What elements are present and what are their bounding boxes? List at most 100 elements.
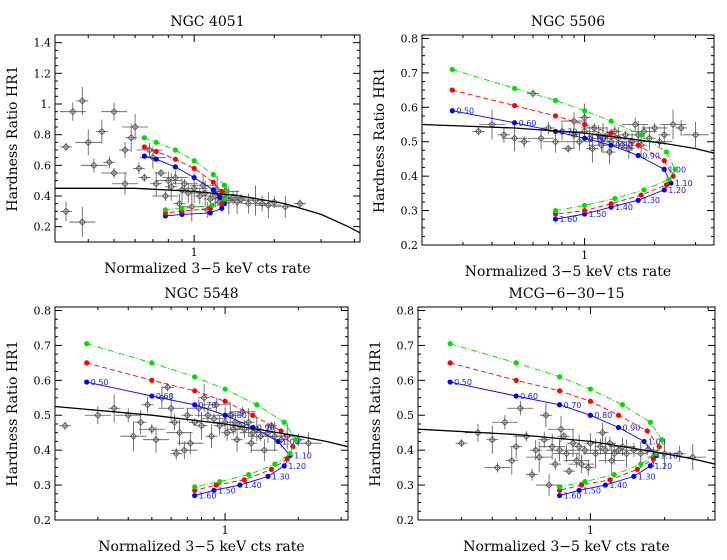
model-point-red xyxy=(210,179,216,185)
model-point-green xyxy=(619,402,626,408)
model-point-blue xyxy=(191,175,197,181)
data-point xyxy=(601,446,610,454)
model-point-red xyxy=(141,144,147,150)
model-point-red xyxy=(578,482,585,488)
model-point-label: 0.60 xyxy=(156,392,174,401)
model-point-red xyxy=(449,87,455,93)
data-point xyxy=(204,411,212,419)
data-point xyxy=(628,138,636,146)
y-tick-label: 0.7 xyxy=(34,339,52,352)
model-point-green xyxy=(293,437,299,443)
model-point-green xyxy=(608,118,614,124)
model-point-blue xyxy=(275,438,281,445)
y-axis-label: Hardness Ratio HR1 xyxy=(372,67,388,213)
model-point-red xyxy=(241,477,247,483)
data-point xyxy=(564,144,572,153)
data-point xyxy=(537,134,545,142)
model-point-label: 1.40 xyxy=(609,481,627,490)
data-point xyxy=(237,195,245,203)
model-point-red xyxy=(607,477,613,483)
model-point-blue xyxy=(217,194,223,201)
model-point-blue xyxy=(556,492,563,499)
model-point-blue xyxy=(237,482,243,488)
model-point-green xyxy=(638,461,644,467)
model-point-blue xyxy=(602,482,608,488)
data-point xyxy=(137,418,145,426)
model-point-label: 0.80 xyxy=(615,141,633,150)
model-curve-green xyxy=(86,343,297,488)
data-point xyxy=(188,203,196,211)
model-point-red xyxy=(447,360,453,366)
data-point xyxy=(575,138,584,146)
model-point-green xyxy=(210,171,216,178)
data-point xyxy=(532,446,540,454)
model-point-red xyxy=(513,377,519,383)
data-point xyxy=(474,127,483,136)
model-point-red xyxy=(511,102,518,109)
y-tick-label: 0.2 xyxy=(401,239,419,252)
x-tick-label: 1 xyxy=(587,524,594,537)
model-curve-green xyxy=(144,137,228,211)
model-point-blue xyxy=(281,463,287,469)
model-point-blue xyxy=(576,487,582,493)
data-point xyxy=(210,415,218,423)
model-point-green xyxy=(84,341,90,347)
x-tick-label: 1 xyxy=(222,524,229,537)
data-point xyxy=(570,131,578,139)
x-axis-label: Normalized 3−5 keV cts rate xyxy=(465,264,671,280)
model-point-blue xyxy=(635,197,641,203)
data-point xyxy=(257,432,265,440)
model-point-red xyxy=(650,456,656,462)
model-point-red xyxy=(608,130,614,136)
data-point xyxy=(184,189,192,197)
data-point xyxy=(171,173,179,182)
data-point xyxy=(240,425,248,433)
data-point xyxy=(244,200,253,208)
data-point xyxy=(186,439,195,447)
model-point-label: 1.60 xyxy=(564,492,582,501)
data-point xyxy=(660,131,668,139)
chart-panel-4: MCG−6−30−15 Normalized 3−5 keV cts rate Ha… xyxy=(368,286,716,555)
data-point xyxy=(631,120,639,129)
model-point-red xyxy=(278,428,284,434)
data-point xyxy=(457,439,466,447)
data-point xyxy=(260,446,268,454)
model-point-red xyxy=(192,388,198,394)
model-point-red xyxy=(149,377,155,383)
model-point-red xyxy=(581,121,588,128)
data-point xyxy=(172,450,180,458)
model-point-green xyxy=(162,207,169,213)
model-point-blue xyxy=(581,135,588,141)
model-point-blue xyxy=(153,156,159,162)
model-point-red xyxy=(268,466,274,472)
model-point-blue xyxy=(210,187,216,193)
data-point xyxy=(90,161,98,169)
model-point-label: 0.90 xyxy=(642,151,660,160)
model-point-blue xyxy=(635,152,641,159)
data-point xyxy=(61,422,69,430)
y-axis-label: Hardness Ratio HR1 xyxy=(5,340,21,486)
plot-frame xyxy=(417,306,716,521)
data-point xyxy=(551,138,560,146)
data-point xyxy=(595,131,603,139)
model-point-red xyxy=(284,456,290,462)
model-point-green xyxy=(222,386,228,392)
data-point xyxy=(149,154,157,162)
data-point xyxy=(520,138,528,146)
model-point-red xyxy=(219,201,225,207)
model-point-label: 0.50 xyxy=(91,378,109,387)
data-point xyxy=(258,200,266,208)
y-tick-label: 0.5 xyxy=(401,136,419,149)
data-point xyxy=(637,450,645,458)
y-tick-label: 0.7 xyxy=(401,67,419,80)
data-point xyxy=(689,453,697,461)
data-point xyxy=(148,425,156,433)
data-point xyxy=(597,141,605,149)
model-point-label: 1.10 xyxy=(294,451,312,460)
model-point-label: 0.50 xyxy=(456,107,474,116)
data-point xyxy=(581,446,589,454)
model-point-blue xyxy=(207,210,213,216)
y-tick-label: 0.6 xyxy=(34,159,52,172)
data-point xyxy=(562,450,571,458)
model-point-label: 1.00 xyxy=(648,437,666,446)
